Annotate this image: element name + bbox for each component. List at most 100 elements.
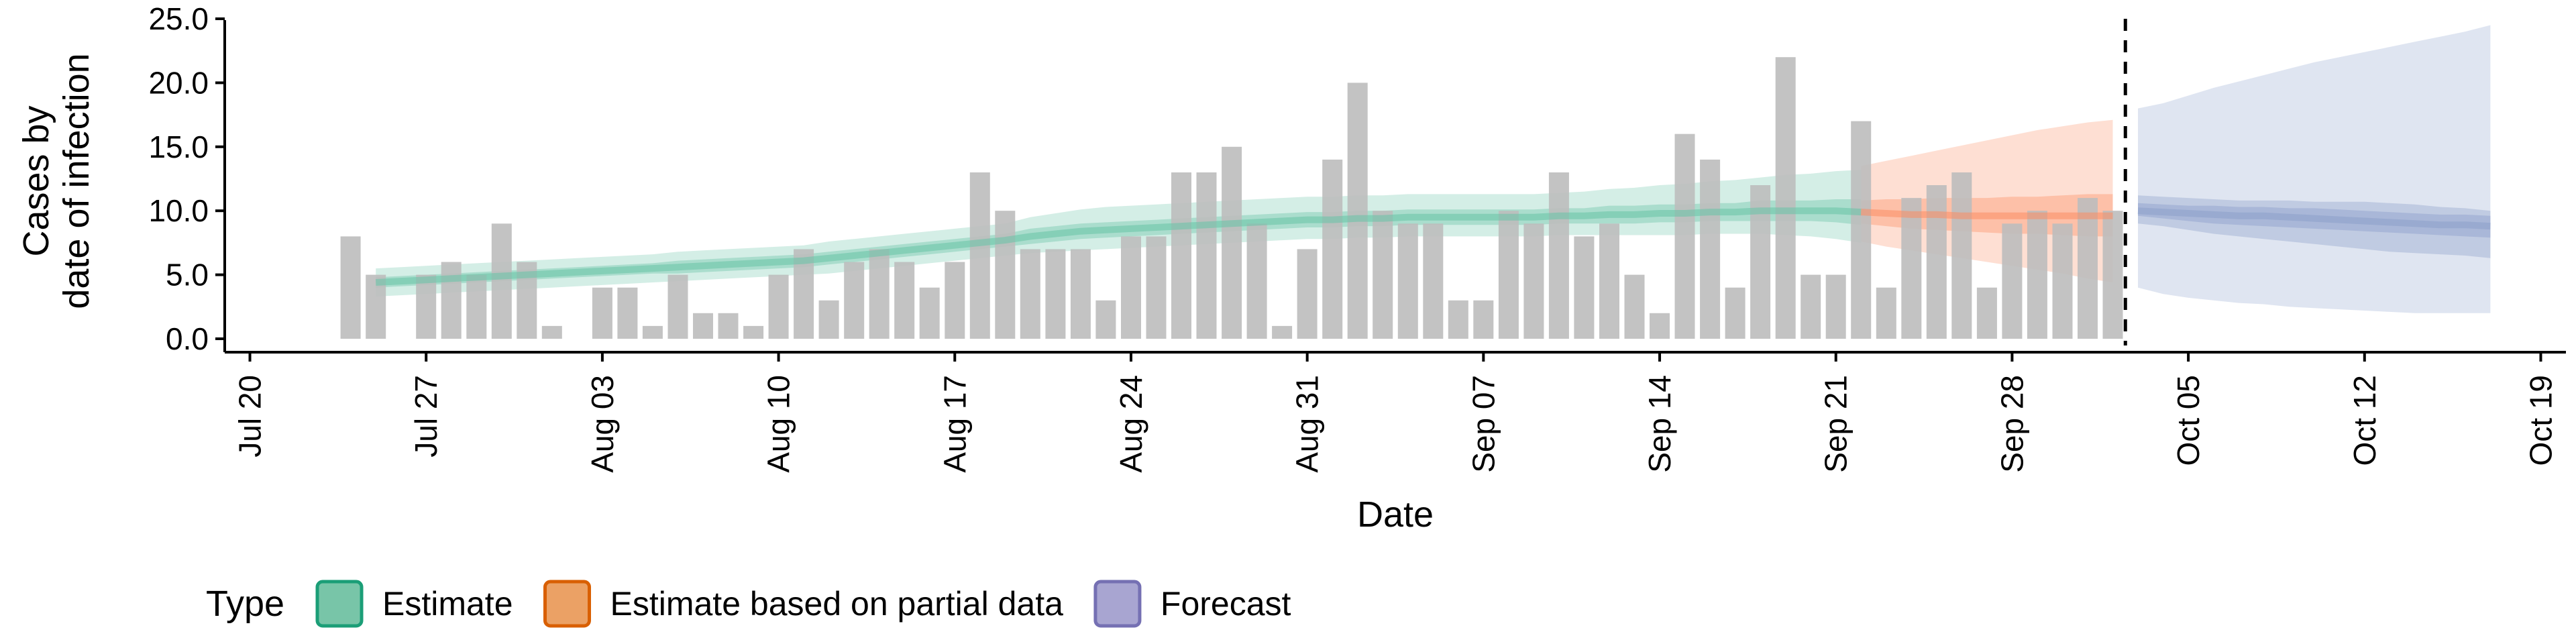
legend-swatch [315, 580, 364, 628]
bar [366, 274, 386, 339]
bar [1423, 223, 1444, 339]
bar [1926, 185, 1947, 339]
legend-swatch [543, 580, 592, 628]
bar [1322, 159, 1343, 339]
bar [466, 274, 487, 339]
band-50-series-2 [2138, 195, 2491, 258]
x-axis-title: Date [1357, 494, 1434, 535]
x-tick-label: Aug 24 [1114, 375, 1148, 473]
y-axis-ticks: 0.0 5.0 10.0 15.0 20.0 25.0 [148, 1, 225, 356]
bar [1397, 223, 1418, 339]
bar [945, 262, 965, 339]
bar [1775, 57, 1796, 339]
bar [1901, 198, 1922, 339]
bar [1272, 325, 1293, 339]
bar [2027, 211, 2047, 339]
bar [1373, 211, 1393, 339]
x-tick-label: Sep 07 [1466, 375, 1501, 473]
x-tick-label: Sep 28 [1994, 375, 2029, 473]
band-90-series-2 [2138, 25, 2491, 313]
bar [1222, 146, 1242, 339]
y-axis-title-line-1: Cases by [16, 105, 56, 256]
y-tick-label: 15.0 [148, 129, 209, 164]
case-bars [340, 57, 2123, 339]
bar [818, 300, 839, 339]
x-tick-label: Aug 31 [1290, 375, 1325, 473]
bar [1599, 223, 1619, 339]
legend-label: Estimate based on partial data [610, 585, 1064, 623]
median-line-series-0 [375, 207, 1862, 286]
legend-label: Forecast [1161, 585, 1291, 623]
y-axis-title-line-2: date of infection [56, 53, 97, 309]
bar [1045, 249, 1066, 339]
x-tick-label: Jul 27 [409, 375, 443, 458]
bar [1574, 236, 1595, 339]
bar [768, 274, 789, 339]
bar [1146, 236, 1167, 339]
bar [1297, 249, 1318, 339]
x-tick-label: Aug 03 [585, 375, 620, 473]
bar [1498, 211, 1519, 339]
bar [1020, 249, 1040, 339]
bar [592, 287, 612, 339]
legend-title: Type [206, 584, 284, 624]
legend-swatch [1093, 580, 1142, 628]
y-tick-label: 20.0 [148, 65, 209, 100]
bar [1624, 274, 1645, 339]
bar [1825, 274, 1846, 339]
median-line-series-2 [2137, 207, 2491, 230]
bar [1876, 287, 1896, 339]
bar [969, 172, 990, 339]
median-line-series-1 [1860, 209, 2113, 219]
bar [1851, 121, 1872, 339]
bar [894, 262, 915, 339]
bar [667, 274, 688, 339]
bar [1171, 172, 1191, 339]
bar [1448, 300, 1468, 339]
bar [1650, 313, 1670, 339]
bar [1246, 223, 1267, 339]
bar [1070, 249, 1091, 339]
bar [1121, 236, 1141, 339]
bar [340, 236, 361, 339]
bar [1523, 223, 1544, 339]
bar [995, 211, 1016, 339]
x-tick-label: Oct 19 [2523, 375, 2558, 466]
bar [743, 325, 764, 339]
bar [617, 287, 638, 339]
bar [2002, 223, 2023, 339]
bar [416, 274, 437, 339]
bar [2052, 223, 2073, 339]
bar [718, 313, 739, 339]
bar [1976, 287, 1997, 339]
bar [541, 325, 562, 339]
bar [1725, 287, 1746, 339]
bar [642, 325, 663, 339]
bar [1674, 133, 1695, 339]
y-tick-label: 5.0 [166, 258, 209, 292]
x-axis-ticks: Jul 20 Jul 27 Aug 03 Aug 10 Aug 17 Aug 24 Aug … [233, 352, 2558, 473]
x-tick-label: Oct 12 [2347, 375, 2382, 466]
y-tick-label: 25.0 [148, 1, 209, 36]
bar [693, 313, 713, 339]
x-tick-label: Sep 14 [1642, 375, 1677, 473]
bar [869, 249, 890, 339]
bar [1801, 274, 1821, 339]
bar [2078, 198, 2098, 339]
x-tick-label: Aug 10 [761, 375, 796, 473]
legend: Type Estimate Estimate based on partial da… [206, 580, 1291, 628]
bar [1196, 172, 1217, 339]
band-90-series-1 [1861, 119, 2113, 282]
bar [491, 223, 512, 339]
bar [1951, 172, 1972, 339]
bar [2102, 211, 2123, 339]
y-tick-label: 10.0 [148, 193, 209, 228]
bar [919, 287, 940, 339]
legend-label: Estimate [382, 585, 513, 623]
median-lines [375, 207, 2491, 286]
bar [441, 262, 462, 339]
x-tick-label: Jul 20 [233, 375, 268, 458]
bar [1700, 159, 1721, 339]
bar [844, 262, 865, 339]
